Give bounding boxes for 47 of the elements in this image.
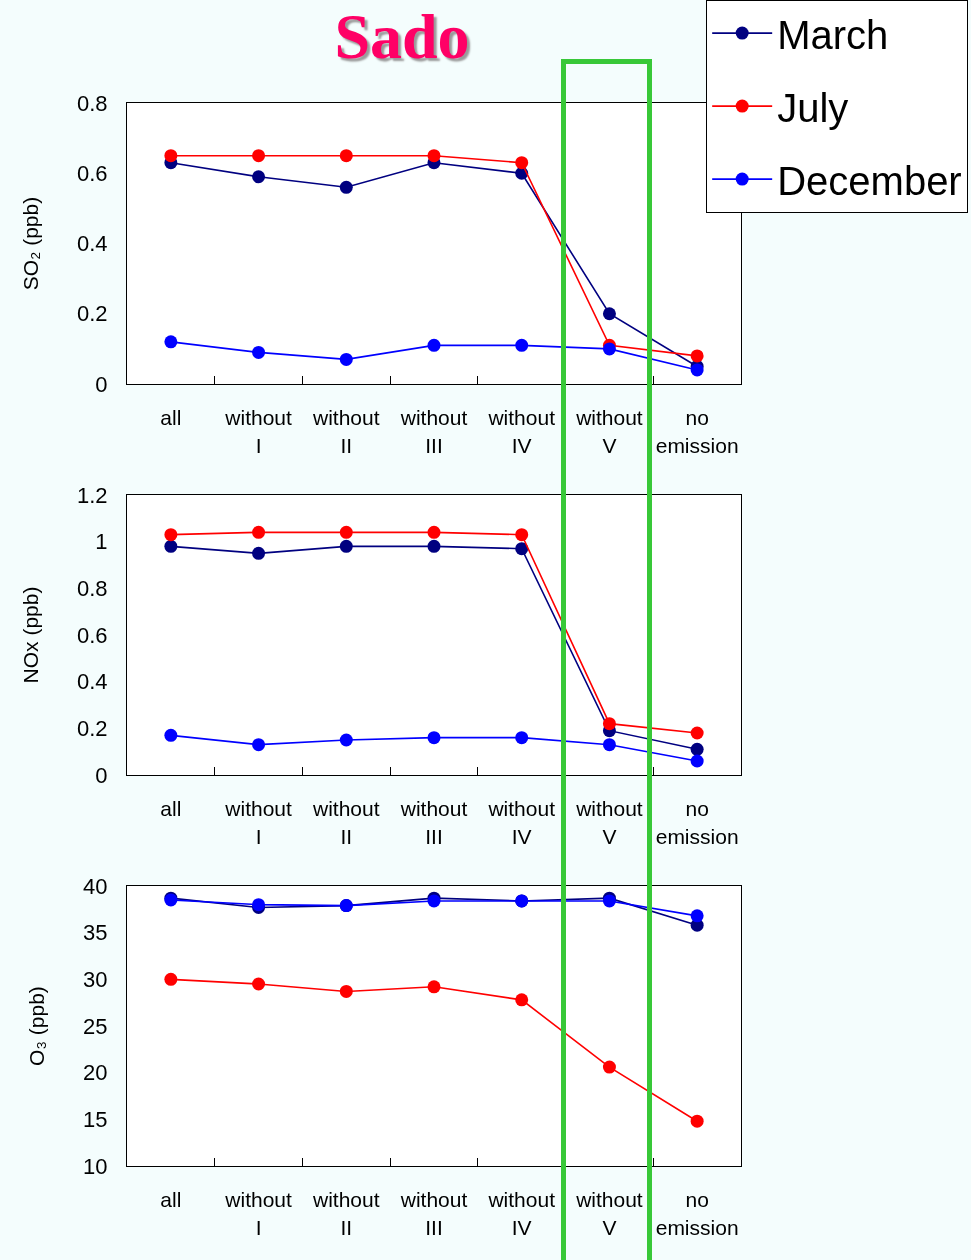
x-tick-label: without III (399, 797, 468, 848)
y-tick-label: 15 (83, 1107, 108, 1133)
y-tick-label: 35 (83, 920, 108, 946)
legend-label: July (777, 85, 849, 130)
y-tick-label: 1 (95, 529, 108, 555)
x-tick-label: without IV (487, 1188, 556, 1239)
y-tick-label: 0.4 (77, 231, 108, 257)
x-tick-label: all (160, 797, 182, 821)
x-tick-label: without V (575, 406, 643, 457)
x-tick-label: without I (224, 406, 292, 457)
x-tick-label: without III (399, 1188, 468, 1239)
x-tick-label: without III (399, 406, 468, 457)
legend-label: December (777, 158, 962, 203)
y-tick-label: 20 (83, 1060, 108, 1086)
y-tick-label: 0.8 (77, 576, 108, 602)
x-tick-label: no emission (655, 797, 739, 848)
y-axis-title: SO₂ (ppb) (19, 196, 43, 291)
x-tick-label: without II (312, 1188, 380, 1239)
y-axis-title: NOx (ppb) (19, 586, 43, 684)
y-tick-label: 0.8 (77, 90, 108, 116)
y-tick-label: 0 (95, 371, 108, 397)
y-axis-title: O₃ (ppb) (25, 986, 49, 1066)
y-tick-label: 0.4 (77, 669, 108, 695)
x-tick-label: without I (224, 797, 292, 848)
x-tick-label: without II (312, 797, 380, 848)
y-tick-label: 0.2 (77, 716, 108, 742)
x-tick-label: without IV (487, 406, 556, 457)
y-tick-label: 0.2 (77, 301, 108, 327)
y-tick-label: 10 (83, 1153, 108, 1179)
x-tick-label: no emission (655, 406, 739, 457)
y-tick-label: 40 (83, 873, 108, 899)
y-tick-label: 25 (83, 1013, 108, 1039)
legend-label: March (777, 12, 889, 57)
x-tick-label: without I (224, 1188, 292, 1239)
y-tick-label: 0 (95, 762, 108, 788)
chart-title: Sado (334, 1, 470, 73)
x-tick-label: all (160, 406, 182, 430)
y-tick-label: 0.6 (77, 160, 108, 186)
x-tick-label: all (160, 1188, 182, 1212)
x-tick-label: no emission (655, 1188, 739, 1239)
y-tick-label: 0.6 (77, 622, 108, 648)
y-tick-label: 1.2 (77, 482, 108, 508)
x-tick-label: without V (575, 1188, 643, 1239)
x-tick-label: without V (575, 797, 643, 848)
x-tick-label: without IV (487, 797, 556, 848)
x-tick-label: without II (312, 406, 380, 457)
y-tick-label: 30 (83, 967, 108, 993)
